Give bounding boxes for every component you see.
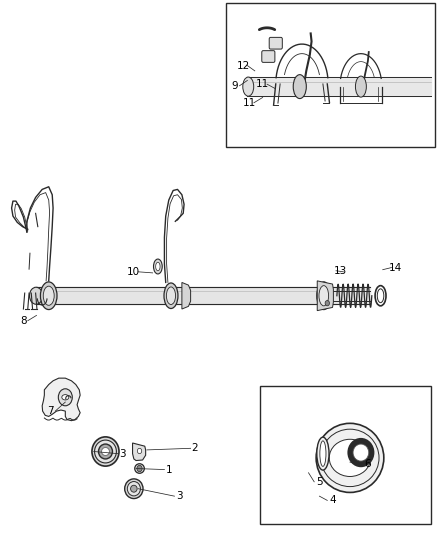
- Text: 1: 1: [166, 465, 172, 474]
- Ellipse shape: [356, 76, 366, 97]
- Text: 11: 11: [243, 98, 256, 108]
- Text: 12: 12: [237, 61, 250, 70]
- Ellipse shape: [153, 259, 162, 274]
- Ellipse shape: [348, 439, 374, 466]
- Ellipse shape: [166, 287, 176, 304]
- Ellipse shape: [102, 448, 110, 456]
- Text: 10: 10: [127, 267, 141, 277]
- Ellipse shape: [131, 485, 137, 492]
- Polygon shape: [133, 443, 146, 461]
- Polygon shape: [42, 378, 80, 421]
- Ellipse shape: [320, 441, 326, 466]
- Ellipse shape: [243, 77, 254, 96]
- Circle shape: [325, 301, 329, 306]
- Text: 4: 4: [329, 495, 336, 505]
- Ellipse shape: [127, 481, 141, 496]
- Ellipse shape: [135, 464, 145, 473]
- Bar: [261, 386, 431, 524]
- Bar: [226, 3, 435, 147]
- Text: 5: 5: [316, 477, 323, 487]
- FancyBboxPatch shape: [269, 37, 283, 49]
- Text: 13: 13: [334, 266, 347, 276]
- Circle shape: [138, 448, 142, 454]
- Ellipse shape: [316, 423, 384, 492]
- Ellipse shape: [317, 282, 331, 310]
- Ellipse shape: [62, 394, 69, 400]
- Polygon shape: [182, 282, 191, 309]
- Ellipse shape: [29, 287, 42, 304]
- Ellipse shape: [40, 282, 57, 310]
- Ellipse shape: [95, 440, 117, 463]
- Ellipse shape: [43, 286, 54, 305]
- Ellipse shape: [377, 289, 384, 303]
- Ellipse shape: [321, 429, 379, 487]
- Text: 11: 11: [256, 79, 269, 89]
- Ellipse shape: [317, 437, 329, 470]
- Text: 9: 9: [231, 81, 237, 91]
- Ellipse shape: [319, 286, 328, 306]
- Ellipse shape: [293, 75, 306, 99]
- Ellipse shape: [375, 286, 386, 306]
- Ellipse shape: [329, 439, 371, 477]
- Text: 3: 3: [120, 449, 126, 458]
- Text: 7: 7: [48, 406, 54, 416]
- Text: 14: 14: [389, 263, 403, 272]
- Circle shape: [58, 389, 72, 406]
- Polygon shape: [317, 281, 333, 311]
- FancyBboxPatch shape: [262, 51, 275, 62]
- Text: 6: 6: [364, 459, 371, 469]
- Ellipse shape: [353, 444, 369, 461]
- Ellipse shape: [155, 262, 160, 271]
- Ellipse shape: [92, 437, 119, 466]
- Ellipse shape: [99, 444, 113, 459]
- Circle shape: [137, 465, 142, 472]
- Ellipse shape: [164, 283, 178, 309]
- Ellipse shape: [125, 479, 143, 498]
- Text: 2: 2: [192, 443, 198, 453]
- Text: 8: 8: [20, 316, 27, 326]
- Text: 3: 3: [177, 491, 183, 501]
